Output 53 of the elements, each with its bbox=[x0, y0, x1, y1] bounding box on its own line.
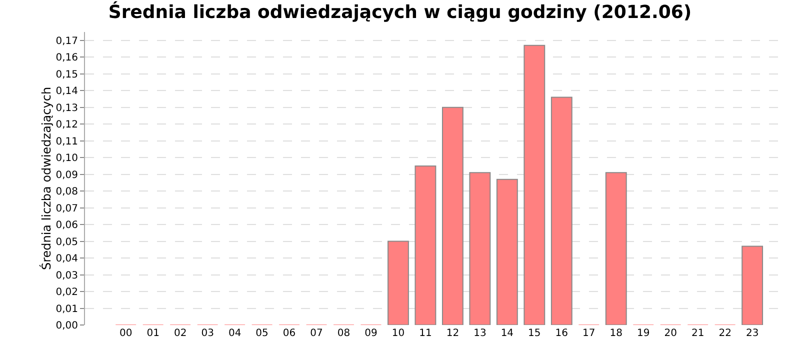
y-tick-label: 0,12 bbox=[56, 120, 78, 131]
x-tick-label: 13 bbox=[474, 328, 486, 339]
y-tick-label: 0,10 bbox=[56, 153, 78, 164]
x-tick-label: 06 bbox=[282, 328, 296, 339]
x-tick-label: 07 bbox=[310, 328, 323, 339]
x-tick-label: 01 bbox=[146, 328, 160, 339]
x-tick-label: 18 bbox=[610, 328, 622, 339]
x-tick-label: 14 bbox=[500, 328, 514, 339]
x-tick-label: 21 bbox=[691, 328, 704, 339]
y-tick-label: 0,05 bbox=[56, 236, 78, 248]
bar bbox=[742, 246, 764, 325]
y-tick-label: 0,04 bbox=[56, 254, 78, 265]
x-tick-label: 23 bbox=[746, 328, 759, 339]
x-tick-label: 05 bbox=[256, 328, 268, 339]
y-tick-label: 0,01 bbox=[56, 304, 78, 315]
x-tick-label: 08 bbox=[337, 328, 350, 339]
bar bbox=[388, 240, 409, 325]
y-tick-label: 0,03 bbox=[56, 270, 78, 282]
y-tick-label: 0,07 bbox=[56, 203, 78, 214]
bar bbox=[469, 172, 491, 325]
x-tick-label: 11 bbox=[419, 328, 432, 339]
y-tick-label: 0,13 bbox=[56, 102, 78, 114]
bar bbox=[496, 178, 518, 325]
x-tick-label: 17 bbox=[582, 328, 596, 339]
y-tick-label: 0,00 bbox=[56, 320, 78, 332]
y-tick-label: 0,06 bbox=[56, 220, 78, 232]
bar bbox=[605, 172, 627, 325]
x-tick-label: 20 bbox=[664, 328, 677, 339]
y-tick-label: 0,09 bbox=[56, 170, 78, 181]
bar bbox=[524, 44, 546, 325]
bar bbox=[414, 165, 436, 325]
x-tick-label: 00 bbox=[119, 328, 132, 339]
y-tick-label: 0,08 bbox=[56, 186, 78, 198]
x-tick-label: 19 bbox=[637, 328, 650, 339]
y-tick-label: 0,17 bbox=[56, 36, 78, 47]
y-axis-title: Średnia liczba odwiedzających bbox=[38, 86, 54, 270]
y-tick-label: 0,15 bbox=[56, 69, 78, 80]
y-tick-label: 0,16 bbox=[56, 52, 78, 64]
y-tick-label: 0,11 bbox=[56, 136, 78, 148]
x-tick-label: 04 bbox=[228, 328, 242, 339]
bar bbox=[550, 96, 572, 325]
bar bbox=[442, 106, 464, 325]
y-tick-label: 0,14 bbox=[56, 86, 78, 98]
chart-title: Średnia liczba odwiedzających w ciągu godziny (2012.06) bbox=[108, 0, 692, 23]
x-tick-label: 02 bbox=[174, 328, 187, 339]
x-tick-label: 22 bbox=[718, 328, 732, 339]
x-tick-label: 16 bbox=[555, 328, 568, 339]
y-tick-label: 0,02 bbox=[56, 287, 78, 298]
x-tick-label: 12 bbox=[446, 328, 460, 339]
x-tick-label: 09 bbox=[364, 328, 378, 339]
x-tick-label: 03 bbox=[201, 328, 214, 339]
x-tick-label: 10 bbox=[392, 328, 405, 339]
x-tick-label: 15 bbox=[528, 328, 541, 339]
